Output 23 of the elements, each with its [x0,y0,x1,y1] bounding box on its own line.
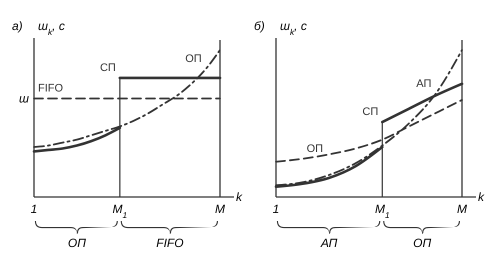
text: FIFO [156,236,184,250]
y-axis-title: ш$_{k}$, с [280,19,307,37]
series-label: ОП [306,142,324,155]
series-label: АП [416,78,432,90]
x-tick-label: M [457,202,467,216]
x-axis-title: k [478,190,485,204]
x-tick-label: 1 [272,202,280,216]
y-axis-title: ш$_{k}$, с [38,19,65,37]
x-tick-label: M [215,202,225,216]
x-tick-label: 1 [30,202,38,216]
series-label: СП [100,62,116,74]
text: ш [19,92,30,106]
x-tick-label: M$_{1}$ [374,202,390,220]
series-label: СП [362,106,378,118]
x-tick-label: M$_{1}$ [112,202,128,220]
text: ОП [68,236,86,250]
chart-title: б) [254,19,265,33]
text: ОП [413,236,432,250]
series-label: ОП [185,53,202,66]
x-axis-title: k [236,190,243,204]
series-label: FIFO [38,82,64,95]
text: АП [320,236,338,250]
chart-title: а) [12,19,23,33]
